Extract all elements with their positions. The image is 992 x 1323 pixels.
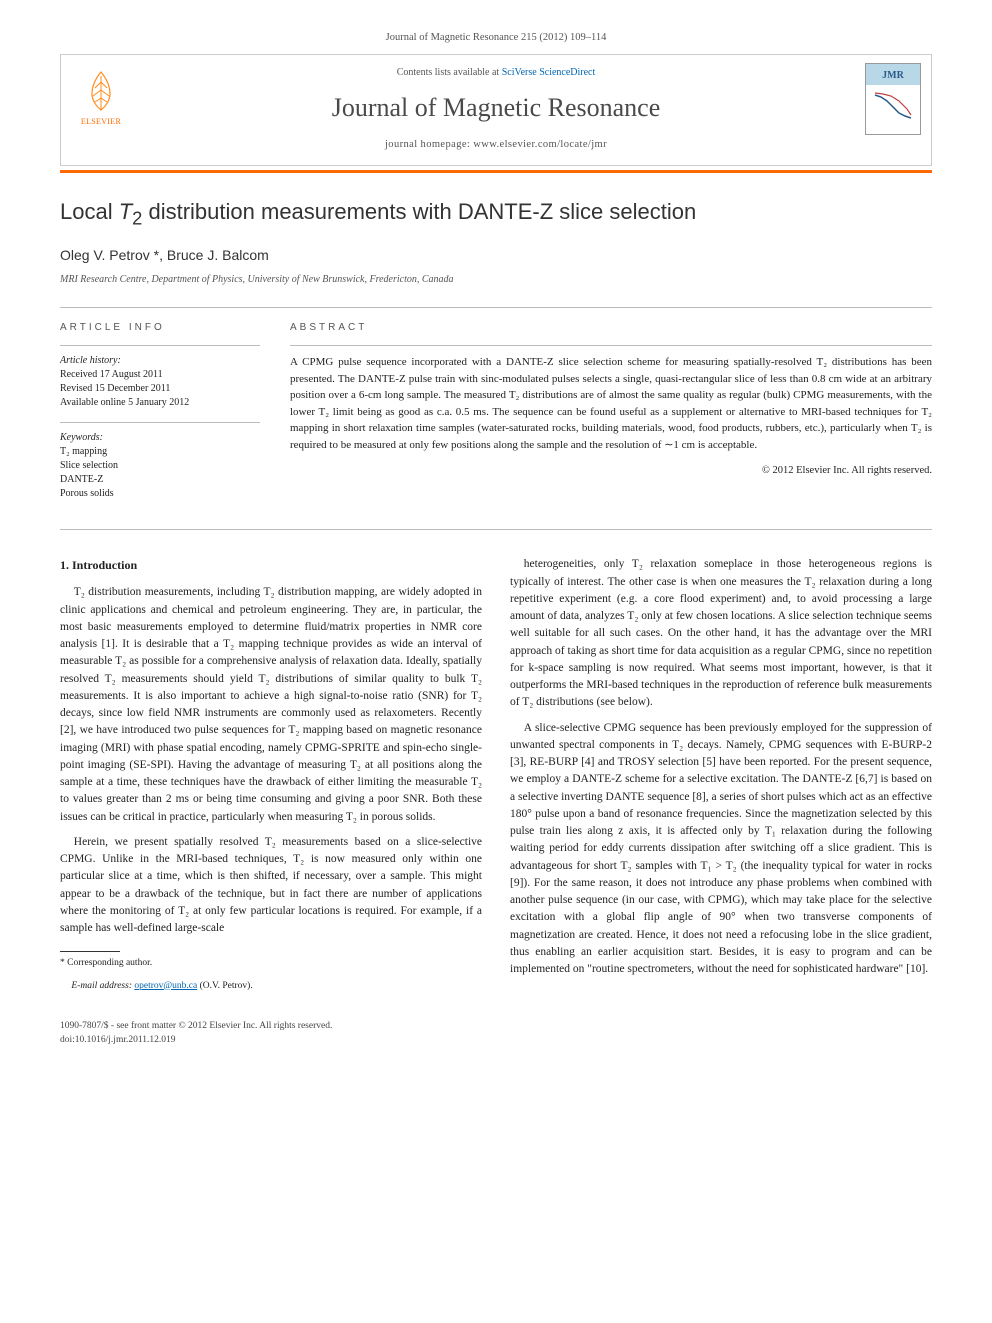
contents-available: Contents lists available at SciVerse Sci… — [151, 65, 841, 80]
doi-line: doi:10.1016/j.jmr.2011.12.019 — [60, 1033, 332, 1047]
divider — [60, 529, 932, 530]
corresponding-footnote: * Corresponding author. — [60, 956, 482, 970]
history-label: Article history: — [60, 354, 260, 368]
journal-cover-chart-icon — [873, 91, 913, 121]
front-matter-line: 1090-7807/$ - see front matter © 2012 El… — [60, 1019, 332, 1033]
elsevier-label: ELSEVIER — [81, 116, 121, 128]
online-date: Available online 5 January 2012 — [60, 396, 260, 410]
journal-cover-label: JMR — [882, 68, 904, 83]
keyword: Slice selection — [60, 459, 260, 473]
author-email-link[interactable]: opetrov@unb.ca — [134, 981, 197, 991]
abstract-copyright: © 2012 Elsevier Inc. All rights reserved… — [290, 463, 932, 479]
revised-date: Revised 15 December 2011 — [60, 382, 260, 396]
elsevier-tree-icon — [78, 68, 124, 114]
left-column: 1. Introduction T₂ distribution measurem… — [60, 556, 482, 1001]
body-paragraph: heterogeneities, only T₂ relaxation some… — [510, 556, 932, 711]
journal-homepage: journal homepage: www.elsevier.com/locat… — [151, 137, 841, 153]
journal-cover-thumbnail: JMR — [865, 63, 921, 135]
authors: Oleg V. Petrov *, Bruce J. Balcom — [60, 245, 932, 266]
keywords-label: Keywords: — [60, 431, 260, 445]
right-column: heterogeneities, only T₂ relaxation some… — [510, 556, 932, 1001]
elsevier-logo: ELSEVIER — [71, 65, 131, 131]
keyword: Porous solids — [60, 487, 260, 501]
body-columns: 1. Introduction T₂ distribution measurem… — [60, 556, 932, 1001]
keyword: T₂ mapping — [60, 445, 260, 459]
article-info-heading: article info — [60, 320, 260, 335]
abstract-column: abstract A CPMG pulse sequence incorpora… — [290, 320, 932, 513]
affiliation: MRI Research Centre, Department of Physi… — [60, 272, 932, 287]
citation-line: Journal of Magnetic Resonance 215 (2012)… — [60, 30, 932, 46]
article-info-column: article info Article history: Received 1… — [60, 320, 260, 513]
body-paragraph: T₂ distribution measurements, including … — [60, 584, 482, 826]
abstract-heading: abstract — [290, 320, 932, 335]
sciencedirect-link[interactable]: SciVerse ScienceDirect — [502, 67, 596, 78]
email-footnote: E-mail address: opetrov@unb.ca (O.V. Pet… — [60, 979, 482, 993]
journal-header: ELSEVIER JMR Contents lists available at… — [60, 54, 932, 166]
footnote-separator — [60, 951, 120, 952]
body-paragraph: Herein, we present spatially resolved T₂… — [60, 834, 482, 938]
journal-name: Journal of Magnetic Resonance — [151, 88, 841, 127]
section-heading: 1. Introduction — [60, 556, 482, 574]
body-paragraph: A slice-selective CPMG sequence has been… — [510, 720, 932, 979]
keyword: DANTE-Z — [60, 473, 260, 487]
page-footer: 1090-7807/$ - see front matter © 2012 El… — [60, 1019, 932, 1048]
abstract-text: A CPMG pulse sequence incorporated with … — [290, 354, 932, 453]
received-date: Received 17 August 2011 — [60, 368, 260, 382]
accent-bar — [60, 170, 932, 173]
paper-title: Local T2 distribution measurements with … — [60, 195, 932, 232]
